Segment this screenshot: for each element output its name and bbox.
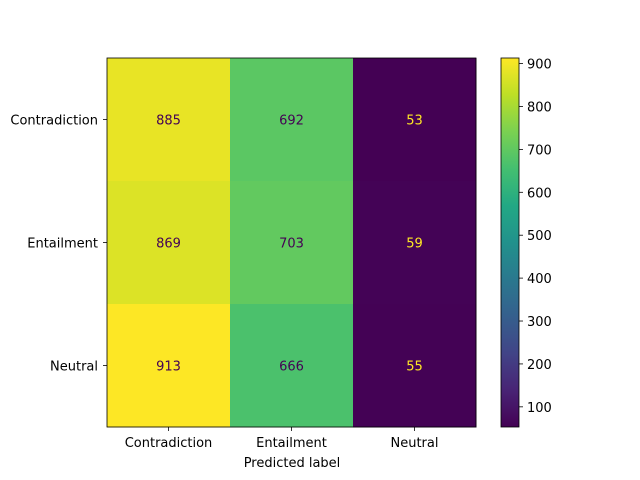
heatmap-cell <box>107 58 231 182</box>
heatmap-cells <box>106 57 477 428</box>
cell-value-label: 869 <box>156 237 181 252</box>
colorbar: 100 200 300 400 500 600 700 800 900 <box>500 57 552 428</box>
x-tick-label: Contradiction <box>125 436 213 451</box>
colorbar-tick-label: 300 <box>527 315 552 330</box>
cell-value-labels: 885 692 53 869 703 59 913 666 55 <box>156 114 423 375</box>
heatmap-cell <box>353 304 477 428</box>
x-tick-label: Entailment <box>256 436 327 451</box>
y-tick-label: Neutral <box>50 360 98 375</box>
colorbar-tick-label: 800 <box>527 100 552 115</box>
y-tick-label: Contradiction <box>10 114 98 129</box>
colorbar-tick-label: 700 <box>527 143 552 158</box>
colorbar-tick-label: 900 <box>527 58 552 73</box>
colorbar-tick-label: 100 <box>527 401 552 416</box>
heatmap-cell <box>230 304 354 428</box>
y-tick-label: Entailment <box>27 237 98 252</box>
heatmap-cell <box>230 58 354 182</box>
x-axis: Contradiction Entailment Neutral <box>125 427 439 451</box>
cell-value-label: 703 <box>279 237 304 252</box>
heatmap-cell <box>353 181 477 305</box>
heatmap-cell <box>353 58 477 182</box>
heatmap-cell <box>107 181 231 305</box>
heatmap-cell <box>230 181 354 305</box>
colorbar-tick-label: 500 <box>527 229 552 244</box>
cell-value-label: 885 <box>156 114 181 129</box>
x-tick-label: Neutral <box>391 436 439 451</box>
cell-value-label: 55 <box>406 360 423 375</box>
y-axis: Contradiction Entailment Neutral <box>10 114 107 375</box>
x-axis-title: Predicted label <box>244 456 341 471</box>
colorbar-gradient <box>500 57 520 428</box>
cell-value-label: 913 <box>156 360 181 375</box>
cell-value-label: 666 <box>279 360 304 375</box>
cell-value-label: 59 <box>406 237 423 252</box>
cell-value-label: 692 <box>279 114 304 129</box>
colorbar-tick-label: 600 <box>527 186 552 201</box>
cell-value-label: 53 <box>406 114 423 129</box>
colorbar-tick-label: 200 <box>527 358 552 373</box>
heatmap-cell <box>107 304 231 428</box>
colorbar-tick-label: 400 <box>527 272 552 287</box>
